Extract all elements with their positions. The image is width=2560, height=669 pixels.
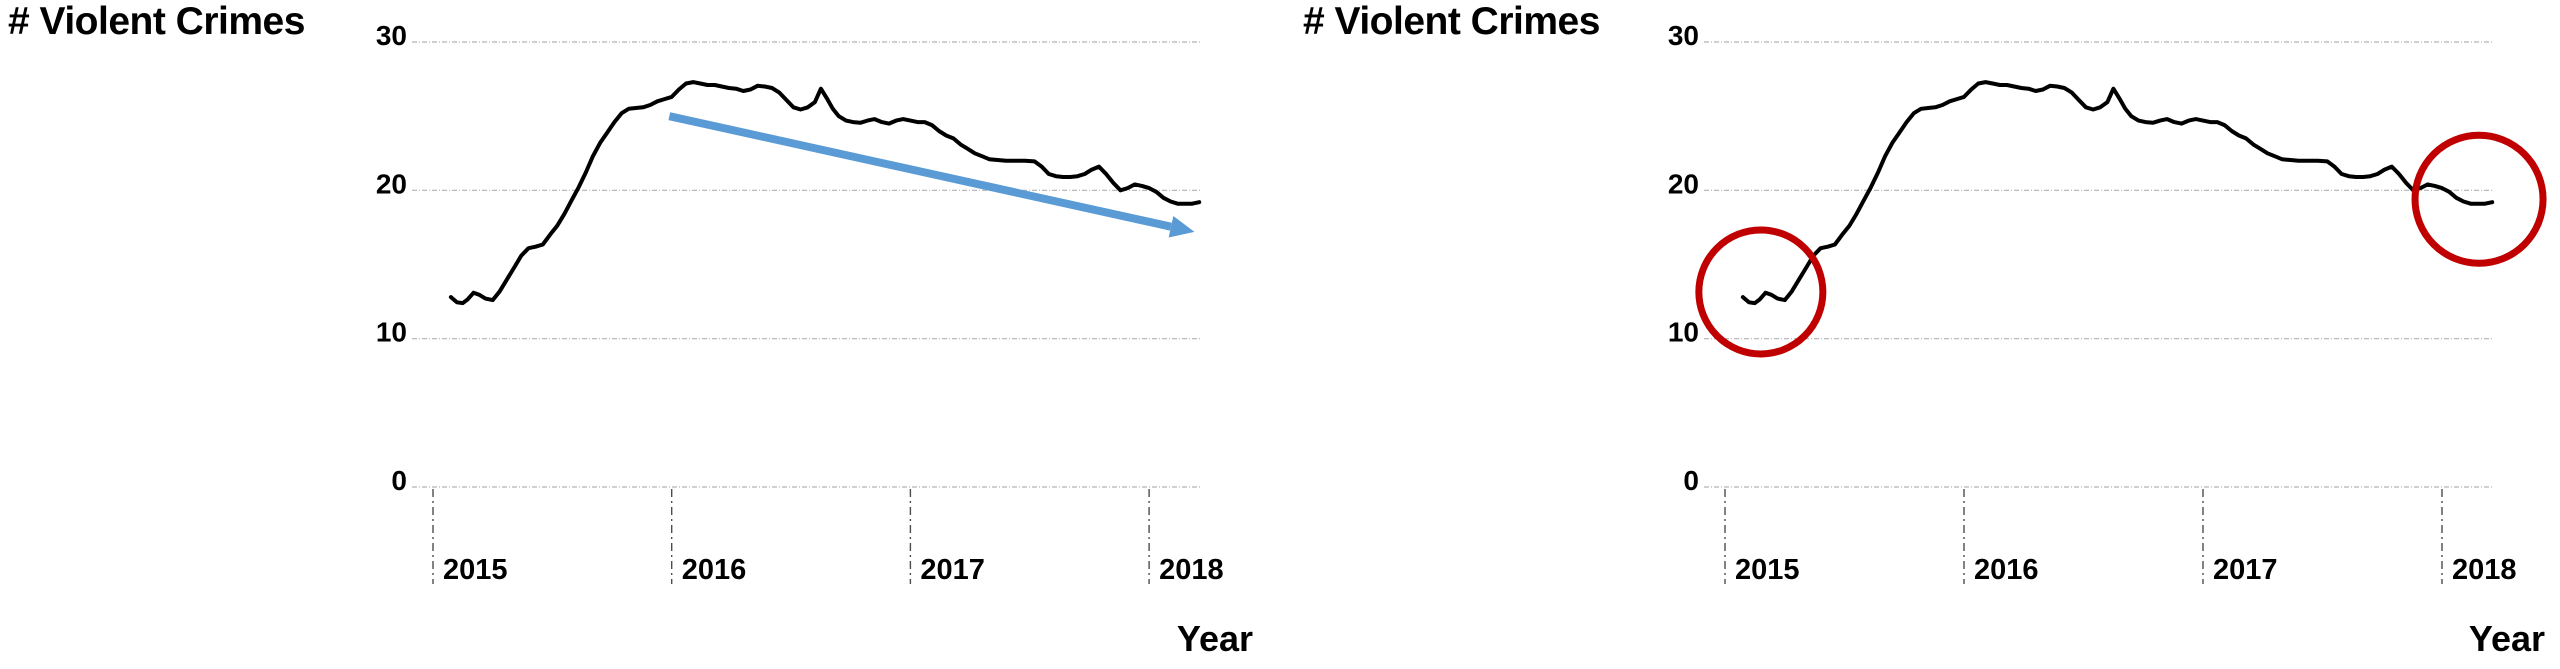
x-tick-label: 2015 <box>443 554 508 586</box>
chart-left-trend-arrow: # Violent Crimes 0 10 20 30 2015 2016 2017 2018… <box>8 0 1253 659</box>
trend-arrow-head <box>1168 215 1195 238</box>
y-tick-label: 20 <box>376 168 407 199</box>
trend-arrow-shaft <box>668 112 1172 231</box>
x-tick-label: 2015 <box>1735 554 1800 586</box>
x-tick-label: 2018 <box>1159 554 1224 586</box>
y-tick-label: 30 <box>1668 20 1699 51</box>
crime-trend-line <box>1740 80 2495 306</box>
chart-right-highlight-circles: # Violent Crimes 0 10 20 30 2015 2016 2017 2018… <box>1280 0 2560 669</box>
chart-title: # Violent Crimes <box>1303 0 1600 43</box>
y-tick-label: 10 <box>1668 317 1699 348</box>
x-tick-label: 2016 <box>1974 554 2039 586</box>
y-tick-label: 30 <box>376 20 407 51</box>
y-tick-label: 0 <box>391 465 407 496</box>
x-tick-label: 2018 <box>2452 554 2517 586</box>
chart-title: # Violent Crimes <box>8 0 305 43</box>
highlight-circle-start <box>1695 226 1827 358</box>
line-chart-plot-right: 0 10 20 30 2015 2016 2017 2018 <box>1668 20 2547 586</box>
highlight-circle-end <box>2411 131 2547 267</box>
y-tick-label: 10 <box>376 317 407 348</box>
x-axis-title: Year <box>2468 618 2545 659</box>
y-tick-label: 0 <box>1683 465 1699 496</box>
x-tick-label: 2017 <box>920 554 985 586</box>
x-tick-label: 2017 <box>2213 554 2278 586</box>
x-tick-label: 2016 <box>682 554 747 586</box>
x-axis-title: Year <box>1176 618 1253 659</box>
line-chart-plot-left: 0 10 20 30 2015 2016 2017 2018 <box>376 20 1224 586</box>
y-tick-label: 20 <box>1668 168 1699 199</box>
crime-trend-line <box>448 80 1202 306</box>
